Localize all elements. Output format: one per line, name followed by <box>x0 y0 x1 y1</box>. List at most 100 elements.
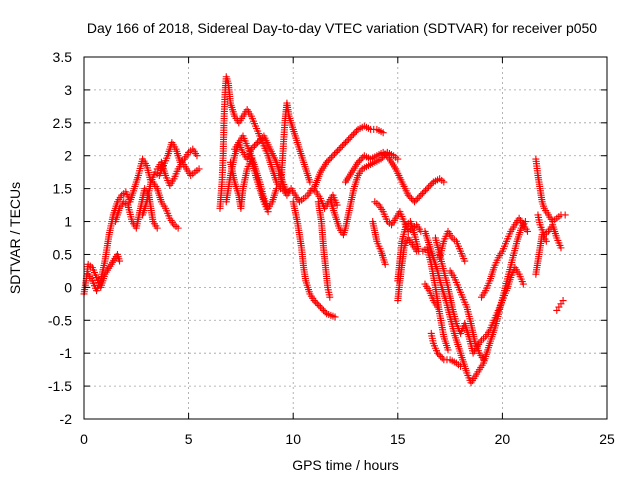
data-point <box>480 356 488 364</box>
data-point <box>250 142 258 150</box>
series-arc-9 <box>226 155 272 216</box>
data-point <box>428 180 436 188</box>
series-arc-28 <box>477 214 532 301</box>
data-point <box>345 135 353 143</box>
series-arc-27 <box>427 329 465 370</box>
data-point <box>542 237 550 245</box>
data-point <box>559 297 567 305</box>
data-point <box>406 193 414 201</box>
data-point <box>384 153 392 161</box>
series-arc-20 <box>394 218 452 354</box>
data-point <box>312 298 320 306</box>
data-point <box>381 150 389 158</box>
y-tick-label: 3 <box>64 82 72 98</box>
series-arc-25 <box>446 267 488 364</box>
data-point <box>437 352 445 360</box>
y-tick-label: -1 <box>60 345 73 361</box>
x-tick-label: 0 <box>80 431 88 447</box>
data-point <box>257 135 265 143</box>
data-point <box>444 346 452 354</box>
data-point <box>423 185 431 193</box>
data-point <box>324 157 332 165</box>
series-arc-31 <box>532 231 550 278</box>
data-point <box>326 155 334 163</box>
data-point <box>524 227 532 235</box>
data-point <box>174 224 182 232</box>
data-point <box>327 153 335 161</box>
y-tick-label: 2 <box>64 148 72 164</box>
series-arc-24 <box>436 227 469 265</box>
data-point <box>247 145 255 153</box>
data-point <box>338 142 346 150</box>
data-point <box>461 257 469 265</box>
y-tick-label: -0.5 <box>48 312 72 328</box>
data-point <box>315 301 323 309</box>
data-point <box>335 145 343 153</box>
y-tick-label: 1 <box>64 214 72 230</box>
data-point <box>434 349 442 357</box>
series-arc-3 <box>111 185 161 232</box>
data-point <box>519 280 527 288</box>
y-tick-label: 3.5 <box>53 49 73 65</box>
data-point <box>414 195 422 203</box>
series-arc-5 <box>149 178 182 232</box>
series-arc-26 <box>421 280 442 311</box>
series-arc-19 <box>369 218 389 268</box>
series-arc-15 <box>310 122 387 193</box>
data-point <box>418 190 426 198</box>
data-point <box>404 191 412 199</box>
data-point <box>440 178 448 186</box>
data-point <box>254 139 262 147</box>
data-point <box>255 137 263 145</box>
data-point <box>342 139 349 147</box>
data-point <box>264 208 272 216</box>
data-point <box>310 297 318 305</box>
data-point <box>249 144 257 151</box>
series-arc-14 <box>314 198 334 301</box>
axis-ticks: -2 -1.5 -1 -0.5 0 0.5 1 1.5 2 2.5 3 3.5 0 5 10 15 20 25 <box>48 49 615 447</box>
data-point <box>340 140 348 148</box>
series-arc-32 <box>553 297 567 314</box>
x-tick-label: 25 <box>599 431 615 447</box>
data-point <box>379 148 387 156</box>
series-arc-2 <box>84 155 155 295</box>
y-tick-label: -1.5 <box>48 378 72 394</box>
data-point <box>326 293 334 301</box>
data-point <box>352 127 360 135</box>
data-point <box>334 147 342 155</box>
x-tick-label: 10 <box>285 431 301 447</box>
data-point <box>313 300 321 308</box>
series-arc-29 <box>532 155 569 226</box>
x-axis-label: GPS time / hours <box>292 457 399 473</box>
data-point <box>411 198 419 206</box>
series-arc-7 <box>216 73 285 212</box>
data-point <box>349 130 357 138</box>
data-point <box>337 144 345 151</box>
data-point <box>343 137 351 145</box>
data-point <box>438 354 446 362</box>
data-point <box>407 195 415 203</box>
data-point <box>557 244 565 252</box>
series-arc-17 <box>342 148 448 206</box>
data-point <box>415 193 423 201</box>
data-point <box>333 201 341 209</box>
data-point <box>354 158 362 166</box>
data-point <box>561 211 569 219</box>
y-tick-label: 0.5 <box>53 246 73 262</box>
data-point <box>320 306 328 314</box>
y-tick-label: 2.5 <box>53 115 73 131</box>
data-point <box>323 158 331 166</box>
series-arc-21 <box>394 234 421 305</box>
data-point <box>116 257 124 265</box>
data-point <box>412 196 420 204</box>
data-point <box>413 247 421 255</box>
y-tick-label: -2 <box>60 411 73 427</box>
data-point <box>348 132 356 140</box>
data-point <box>153 224 161 232</box>
series-arc-16 <box>327 148 402 239</box>
data-point <box>435 351 443 359</box>
x-tick-label: 15 <box>390 431 406 447</box>
series-arc-30 <box>534 211 565 252</box>
data-point <box>346 134 354 142</box>
